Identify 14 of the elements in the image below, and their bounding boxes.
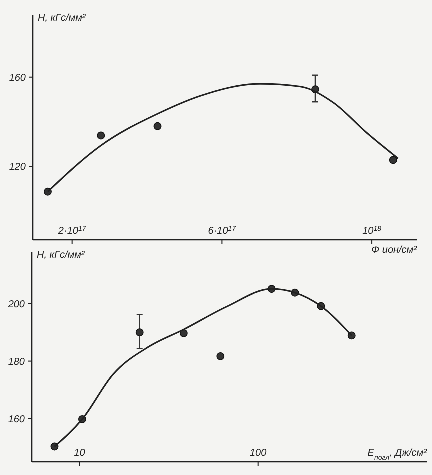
- x-tick-label: 2·10$^{17}$: [57, 226, 88, 237]
- x-tick-label: 6·10$^{17}$: [208, 226, 238, 237]
- y-axis-title: H, кГс/мм²: [37, 250, 86, 261]
- y-tick-label: 160: [8, 414, 26, 426]
- y-axis-title: H, кГс/мм²: [38, 13, 86, 24]
- y-tick-label: 160: [9, 72, 26, 84]
- x-tick-label: 10$^{18}$: [362, 226, 382, 237]
- x-axis-title: E$_{погл}$, Дж/см²: [368, 448, 428, 462]
- y-tick-label: 120: [9, 162, 26, 173]
- y-tick-label: 200: [7, 299, 26, 310]
- y-tick-label: 180: [8, 356, 26, 368]
- x-tick-label: 10: [74, 448, 86, 459]
- x-axis-title: Ф ион/см²: [372, 245, 418, 256]
- x-tick-label: 100: [250, 448, 268, 459]
